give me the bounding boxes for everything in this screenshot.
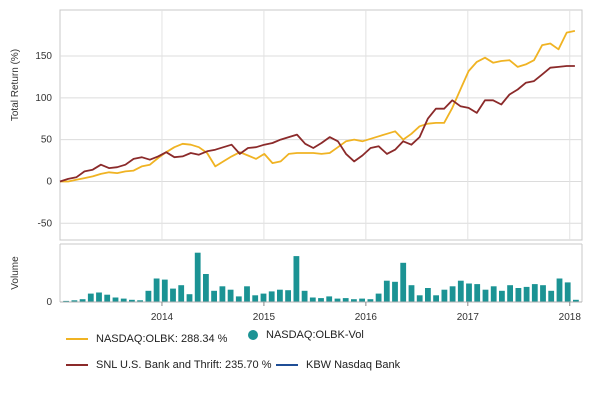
legend: NASDAQ:OLBK: 288.34 % NASDAQ:OLBK-Vol SN… [66,329,586,393]
volume-bar [433,295,439,302]
x-tick-label: 2016 [355,312,378,323]
volume-bar [441,289,448,302]
volume-bar [359,298,365,302]
volume-bar [112,297,119,302]
volume-bar [285,290,291,302]
volume-bar [252,295,259,302]
chart-area: -50 0 50 100 150 0 2014 2015 2016 2017 2018 Total … [10,9,583,323]
legend-swatch-kbw [276,364,298,366]
volume-bar [523,286,530,302]
volume-bar [129,299,135,302]
series-line-snl [59,65,575,183]
y-tick-label: -50 [38,218,53,229]
volume-bar [63,300,69,302]
y-tick-label: 0 [46,176,52,187]
legend-swatch-olbk-vol [248,330,258,340]
volume-bar [573,299,579,302]
volume-bar [482,289,489,302]
legend-item-kbw: KBW Nasdaq Bank [276,359,400,371]
volume-bar [474,284,481,302]
volume-bar [161,279,168,302]
volume-bar [227,289,234,302]
volume-bar [515,288,522,302]
volume-bar [244,286,250,302]
volume-bar [556,278,563,302]
volume-bar [383,280,390,302]
volume-bar [277,289,283,302]
volume-bar [71,300,78,302]
volume-bar [318,298,324,302]
volume-bar [326,296,333,302]
volume-y-tick-label: 0 [46,297,52,308]
legend-item-olbk: NASDAQ:OLBK: 288.34 % [66,333,227,345]
legend-label-olbk-vol: NASDAQ:OLBK-Vol [266,329,364,341]
volume-bar [203,274,209,302]
x-tick-label: 2017 [457,312,480,323]
y-tick-label: 100 [35,93,52,104]
x-tick-label: 2018 [559,312,582,323]
volume-bar [351,299,357,302]
legend-label-snl: SNL U.S. Bank and Thrift: 235.70 % [96,359,272,371]
volume-bar [211,290,217,302]
volume-bar [564,282,571,302]
legend-label-olbk: NASDAQ:OLBK: 288.34 % [96,333,228,345]
volume-bar [104,294,111,302]
volume-bar [87,293,94,302]
price-y-axis-title: Total Return (%) [10,49,21,121]
volume-bar [293,256,300,302]
volume-bar [540,285,546,302]
volume-bar [367,299,374,302]
x-tick-label: 2014 [151,312,174,323]
volume-bar [137,300,143,302]
volume-bar [548,290,555,302]
volume-bar [499,290,505,302]
volume-bar [153,278,160,302]
volume-bar [457,280,464,302]
volume-bar [416,295,423,302]
volume-bar [186,294,193,302]
legend-swatch-snl [66,364,88,366]
volume-bar [96,292,102,302]
volume-bar [260,293,267,302]
volume-bar [466,283,472,302]
volume-bar [490,286,497,302]
legend-item-snl: SNL U.S. Bank and Thrift: 235.70 % [66,359,271,371]
volume-bar [79,299,86,302]
volume-bar [408,285,415,302]
volume-y-axis-title: Volume [10,256,21,290]
volume-bar [342,298,349,302]
y-tick-label: 150 [35,51,52,62]
price-panel-grid [59,9,583,241]
axes: -50 0 50 100 150 0 2014 2015 2016 2017 2018 [35,51,583,323]
legend-swatch-olbk [66,338,88,340]
volume-bar [235,296,242,302]
volume-bar [120,298,127,302]
y-tick-label: 50 [41,135,53,146]
volume-bar [170,288,176,302]
series-line-olbk [60,30,576,183]
volume-bar [375,293,382,302]
price-panel-frame [59,9,583,241]
x-tick-label: 2015 [253,312,276,323]
legend-label-kbw: KBW Nasdaq Bank [306,359,401,371]
volume-bar [309,297,316,302]
volume-bar [425,288,431,302]
volume-bar [531,284,538,302]
price-panel-lines [59,30,576,183]
volume-bar [145,290,152,302]
volume-bar [449,286,456,302]
volume-bar [507,285,513,302]
legend-item-olbk-vol: NASDAQ:OLBK-Vol [242,329,364,341]
volume-bar [194,252,201,302]
volume-bar [400,262,407,302]
volume-bar [268,291,275,302]
volume-panel-bars [63,252,579,302]
volume-bar [334,298,341,302]
volume-bar [219,286,226,302]
volume-bar [301,290,308,302]
volume-bar [392,281,398,302]
volume-bar [178,285,185,302]
